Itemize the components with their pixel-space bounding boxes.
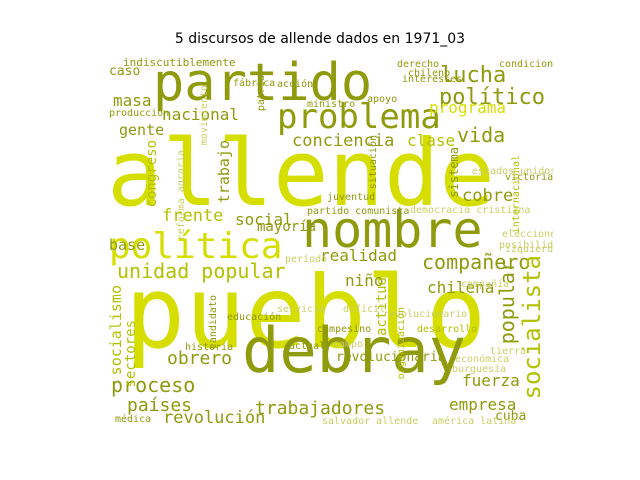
cloud-word-pueblo: pueblo (125, 254, 487, 371)
cloud-word-interesses: interesses (402, 74, 463, 85)
cloud-word-partido-comunista: partido comunista (307, 206, 410, 217)
cloud-word-situación: situación (368, 135, 379, 190)
cloud-word-empresa: empresa (449, 395, 517, 414)
cloud-word-masa: masa (113, 91, 152, 110)
cloud-word-cobre: cobre (462, 186, 514, 206)
cloud-word-niño: niño (345, 271, 384, 290)
cloud-word-izquierda: izquierda (505, 244, 553, 255)
cloud-word-actual: actual (289, 341, 326, 352)
cloud-word-política: política (109, 226, 283, 267)
cloud-word-movimiento: movimiento (199, 85, 210, 146)
cloud-word-revolucionario: revolucionario (383, 309, 468, 320)
cloud-word-sistema: sistema (447, 147, 461, 198)
cloud-word-juventud: juventud (327, 192, 376, 203)
cloud-word-partido: partido (153, 55, 373, 113)
cloud-word-revolucionaria: revolucionaria (336, 350, 446, 365)
cloud-word-campo: campo (333, 339, 364, 350)
cloud-word-caso: caso (109, 64, 141, 79)
word-cloud: allende pueblo partido debray nombre problema… (107, 55, 553, 433)
cloud-word-burguesía: burguesía (452, 364, 507, 375)
cloud-word-médica: médica (115, 414, 152, 425)
cloud-word-difícil: difícil (343, 304, 386, 315)
cloud-word-trabajo: trabajo (215, 140, 233, 204)
cloud-word-unidad-popular: unidad popular (117, 259, 286, 283)
cloud-word-condiciones: condiciones (499, 59, 553, 70)
cloud-word-clase: clase (407, 131, 456, 150)
cloud-word-apoyo: apoyo (367, 94, 398, 105)
cloud-word-campesino: campesino (317, 324, 372, 335)
cloud-word-trabajadores: trabajadores (255, 398, 386, 419)
cloud-word-países: países (127, 395, 193, 416)
cloud-word-nacional: nacional (162, 105, 240, 124)
cloud-word-período: período (285, 254, 328, 265)
cloud-word-obrero: obrero (167, 348, 233, 369)
cloud-word-popular: popular (495, 260, 519, 345)
cloud-word-ministro: ministro (307, 99, 356, 110)
cloud-word-chileno: chileno (408, 68, 451, 79)
cloud-word-servicio: servicio (277, 304, 326, 315)
cloud-word-desarrollo: desarrollo (417, 324, 478, 335)
cloud-word-victoria: victoria (505, 172, 553, 183)
cloud-word-derecho: derecho (397, 59, 440, 70)
cloud-word-socialista: socialista (518, 255, 546, 400)
cloud-word-salvador-allende: salvador allende (322, 416, 419, 427)
cloud-word-social: social (235, 210, 293, 229)
cloud-word-compañero: compañero (422, 250, 531, 274)
cloud-word-programa: programa (429, 98, 507, 117)
cloud-word-vida: vida (457, 123, 506, 147)
cloud-word-fuerza: fuerza (462, 371, 520, 390)
cloud-word-indiscutiblemente: indiscutiblemente (123, 56, 236, 69)
cloud-word-problema: problema (277, 97, 441, 137)
cloud-word-socialismo: socialismo (107, 285, 125, 376)
cloud-word-historia: historia (185, 342, 234, 353)
cloud-word-democracia-cristiana: democracia cristiana (410, 205, 531, 216)
cloud-word-revolución: revolución (163, 408, 266, 428)
cloud-word-educación: educación (227, 312, 282, 323)
figure-title: 5 discursos de allende dados en 1971_03 (174, 31, 466, 47)
cloud-word-compañía: compañía (461, 279, 510, 290)
cloud-word-reforma-agraria: reforma agraria (176, 150, 187, 241)
cloud-word-proceso: proceso (111, 373, 196, 397)
cloud-word-producción: producción (109, 108, 170, 119)
cloud-word-acción: acción (277, 79, 314, 90)
cloud-word-fábrica: fábrica (233, 78, 276, 89)
cloud-word-estados-unidos: estados unidos (472, 166, 553, 177)
cloud-word-mayoría: mayoría (257, 219, 317, 235)
cloud-word-cuba: cuba (495, 409, 527, 424)
cloud-word-américa-latina: américa latina (432, 416, 517, 427)
cloud-word-allende: allende (107, 120, 495, 227)
cloud-word-realidad: realidad (320, 246, 398, 265)
cloud-word-económica: económica (455, 354, 510, 365)
cloud-word-nombre: nombre (302, 201, 483, 259)
cloud-word-sectores: sectores (123, 320, 139, 388)
cloud-word-gente: gente (119, 121, 165, 139)
cloud-word-candidato: candidato (208, 295, 219, 350)
cloud-word-tierra: tierra (490, 346, 527, 357)
cloud-word-político: político (439, 85, 545, 110)
cloud-word-debray: debray (242, 314, 466, 387)
cloud-word-conciencia: conciencia (292, 131, 395, 151)
cloud-word-lucha: lucha (440, 63, 507, 88)
cloud-word-chilena: chilena (427, 278, 495, 297)
cloud-word-base: base (109, 236, 146, 254)
cloud-word-congreso: congreso (144, 140, 160, 208)
cloud-word-posibilidad: posibilidad (499, 240, 553, 251)
cloud-word-frente: frente (162, 206, 224, 226)
cloud-word-elecciones: elecciones (502, 229, 553, 240)
